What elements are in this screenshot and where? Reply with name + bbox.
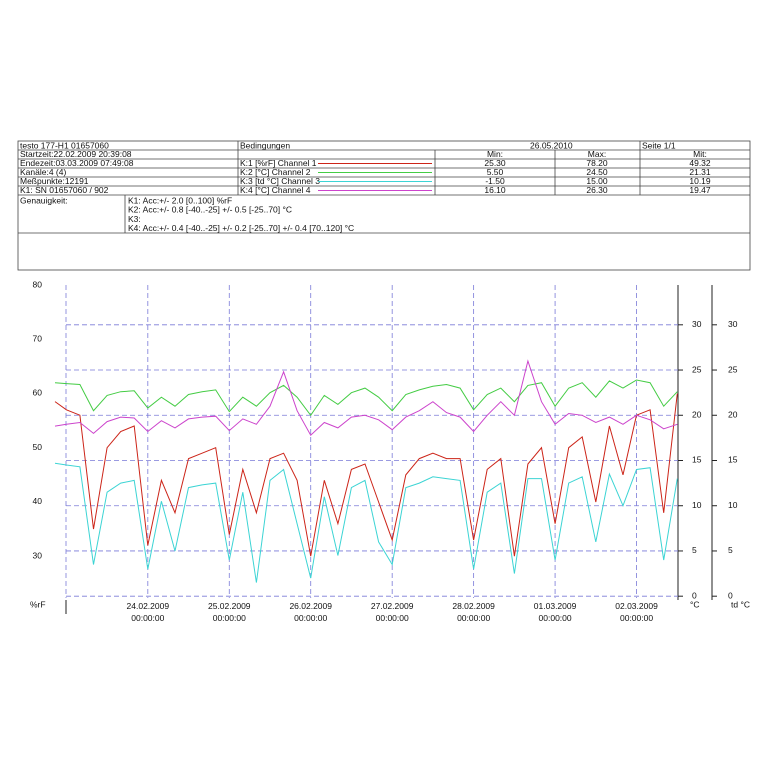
- y3-tick-label: 5: [728, 545, 733, 555]
- x-tick-label: 28.02.2009 00:00:00: [452, 601, 495, 623]
- x-tick-label: 26.02.2009 00:00:00: [289, 601, 332, 623]
- y2-tick-label: 25: [692, 364, 702, 374]
- y2-tick-label: 15: [692, 455, 702, 465]
- x-tick-label: 01.03.2009 00:00:00: [533, 601, 577, 623]
- accuracy-text: K4: Acc:+/- 0.4 [-40..-25] +/- 0.2 [-25.…: [128, 223, 354, 233]
- y3-axis-label: td °C: [731, 599, 750, 609]
- stats-header: Min:: [487, 149, 503, 159]
- device: testo 177-H1 01657060: [20, 140, 109, 150]
- y-tick-label: 70: [33, 333, 43, 343]
- y2-tick-label: 30: [692, 319, 702, 329]
- stat-value: 16.10: [484, 185, 506, 195]
- y-tick-label: 80: [33, 279, 43, 289]
- channel-name: K:3 [td °C] Channel 3: [240, 176, 320, 186]
- series-line: [54, 379, 678, 417]
- series-line: [54, 462, 678, 583]
- conditions: Bedingungen: [240, 140, 290, 150]
- y2-tick-label: 20: [692, 410, 702, 420]
- stat-value: 26.30: [586, 185, 608, 195]
- x-tick-label: 02.03.2009 00:00:00: [615, 601, 658, 623]
- y2-axis-label: °C: [690, 599, 700, 609]
- accuracy-text: K1: Acc:+/- 2.0 [0..100] %rF: [128, 195, 232, 205]
- stat-value: 19.47: [689, 185, 711, 195]
- y3-tick-label: 30: [728, 319, 738, 329]
- channel-name: K:4 [°C] Channel 4: [240, 185, 311, 195]
- stat-value: 25.30: [484, 158, 506, 168]
- table-frame: [17, 140, 751, 271]
- y-tick-label: 40: [33, 496, 43, 506]
- y2-tick-label: 10: [692, 500, 702, 510]
- stat-value: 15.00: [586, 176, 608, 186]
- y3-tick-label: 25: [728, 364, 738, 374]
- channel-name: K:2 [°C] Channel 2: [240, 167, 311, 177]
- x-tick-label: 24.02.2009 00:00:00: [126, 601, 170, 623]
- y-tick-label: 30: [33, 550, 43, 560]
- stat-value: 21.31: [689, 167, 711, 177]
- y3-tick-label: 10: [728, 500, 738, 510]
- y-tick-label: 60: [33, 388, 43, 398]
- info-text: Startzeit:22.02.2009 20:39:08: [20, 149, 132, 159]
- info-text: Endezeit:03.03.2009 07:49:08: [20, 158, 134, 168]
- report-date: 26.05.2010: [530, 140, 573, 150]
- y-tick-label: 50: [33, 442, 43, 452]
- stat-value: 49.32: [689, 158, 711, 168]
- x-tick-label: 25.02.2009 00:00:00: [207, 601, 251, 623]
- stat-value: 5.50: [487, 167, 504, 177]
- stat-value: 10.19: [689, 176, 711, 186]
- stats-header: Max:: [588, 149, 606, 159]
- stats-header: Mit:: [693, 149, 707, 159]
- y2-tick-label: 5: [692, 545, 697, 555]
- channel-name: K:1 [%rF] Channel 1: [240, 158, 317, 168]
- y3-tick-label: 0: [728, 590, 733, 600]
- accuracy-label: Genauigkeit:: [20, 195, 68, 205]
- accuracy-text: K2: Acc:+/- 0.8 [-40..-25] +/- 0.5 [-25.…: [128, 205, 292, 215]
- y3-tick-label: 15: [728, 455, 738, 465]
- y3-tick-label: 20: [728, 410, 738, 420]
- stat-value: 78.20: [586, 158, 608, 168]
- info-text: K1: SN 01657060 / 902: [20, 185, 109, 195]
- series-line: [54, 393, 678, 557]
- info-text: Kanäle:4 (4): [20, 167, 66, 177]
- header-table: testo 177-H1 01657060 Bedingungen 26.05.…: [17, 140, 751, 271]
- page-number: Seite 1/1: [642, 140, 676, 150]
- accuracy-text: K3:: [128, 214, 141, 224]
- y2-tick-label: 0: [692, 590, 697, 600]
- stat-value: -1.50: [485, 176, 505, 186]
- y-axis-label: %rF: [30, 599, 46, 609]
- stat-value: 24.50: [586, 167, 608, 177]
- series-line: [54, 359, 678, 437]
- x-tick-label: 27.02.2009 00:00:00: [370, 601, 414, 623]
- info-text: Meßpunkte:12191: [20, 176, 89, 186]
